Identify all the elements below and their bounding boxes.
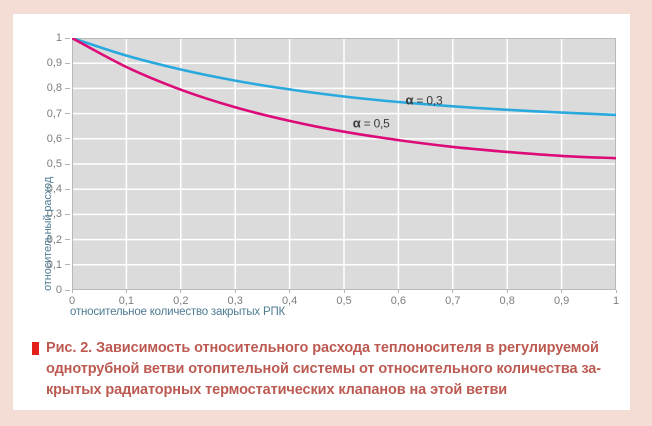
- chart-plot-svg: [72, 38, 616, 290]
- y-tick-mark: [65, 264, 70, 266]
- x-tick-label: 0,8: [499, 295, 515, 307]
- x-tick-mark: [234, 290, 236, 293]
- x-tick-label: 0,2: [173, 295, 189, 307]
- x-tick-mark: [180, 290, 182, 293]
- plot-border: [72, 38, 616, 290]
- y-tick-mark: [65, 87, 70, 89]
- x-tick-mark: [289, 290, 291, 293]
- y-tick-label: 0,1: [46, 258, 62, 271]
- y-tick-mark: [65, 138, 70, 140]
- x-tick-mark: [615, 290, 617, 293]
- y-tick-mark: [65, 239, 70, 241]
- caption-bullet-icon: [32, 342, 39, 355]
- x-tick-label: 0,3: [227, 295, 243, 307]
- chart-plot-area: [72, 38, 616, 290]
- figure-caption: Рис. 2. Зависимость относительного расхо…: [32, 338, 628, 401]
- x-tick-label: 0,4: [281, 295, 298, 307]
- caption-text: Рис. 2. Зависимость относительного расхо…: [46, 340, 601, 398]
- curve-label: α = 0,3: [405, 92, 443, 108]
- y-tick-mark: [65, 62, 70, 64]
- x-tick-mark: [506, 290, 508, 293]
- x-tick-label: 0,5: [336, 295, 352, 307]
- y-tick-mark: [65, 163, 70, 165]
- chart: 1 0,9 0,8 0,7 0,6 0,5 0,4 0,3 0,2 0,1 0 0 0,1 0,2 0,3…: [13, 14, 630, 410]
- y-tick-label: 0,7: [46, 107, 62, 120]
- y-axis-title: относительный расход: [42, 176, 54, 291]
- y-tick-mark: [65, 213, 70, 215]
- y-tick-label: 0,5: [46, 158, 62, 170]
- y-tick-mark: [65, 289, 70, 291]
- x-tick-mark: [452, 290, 454, 293]
- y-tick-mark: [65, 188, 70, 190]
- x-tick-mark: [397, 290, 399, 293]
- curve-label: α = 0,5: [352, 115, 390, 131]
- x-tick-label: 0: [68, 295, 76, 307]
- y-tick-label: 0,8: [46, 82, 62, 95]
- x-tick-label: 0,1: [118, 295, 135, 307]
- figure-panel: 1 0,9 0,8 0,7 0,6 0,5 0,4 0,3 0,2 0,1 0 0 0,1 0,2 0,3…: [13, 14, 630, 410]
- x-tick-mark: [343, 290, 345, 293]
- x-tick-mark: [71, 290, 73, 293]
- y-tick-label: 0,3: [46, 208, 62, 221]
- x-tick-label: 0,7: [445, 295, 461, 307]
- x-tick-label: 0,6: [390, 295, 407, 307]
- y-tick-label: 0,9: [46, 57, 62, 70]
- x-axis-title: относительное количество закрытых РПК: [70, 306, 286, 318]
- x-tick-label: 1: [612, 295, 620, 307]
- y-tick-label: 0,4: [46, 183, 62, 196]
- x-tick-mark: [125, 290, 127, 293]
- y-tick-mark: [65, 113, 70, 115]
- y-tick-label: 0,2: [46, 233, 62, 246]
- series-curve: [72, 38, 616, 117]
- x-tick-mark: [561, 290, 563, 293]
- series-curve: [72, 38, 616, 160]
- y-tick-mark: [65, 37, 70, 39]
- y-tick-label: 0,6: [46, 132, 62, 145]
- x-tick-label: 0,9: [553, 295, 570, 307]
- y-tick-label: 0: [55, 284, 62, 296]
- y-tick-label: 1: [55, 32, 62, 44]
